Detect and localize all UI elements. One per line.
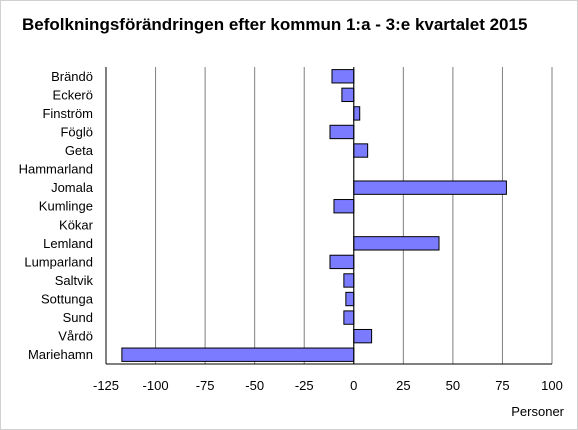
category-labels: Brändö Eckerö Finström Föglö Geta Hammarland J…	[19, 69, 94, 362]
gridlines	[155, 67, 553, 364]
chart-title: Befolkningsförändringen efter kommun 1:a…	[22, 15, 528, 34]
bar-föglö	[329, 124, 355, 140]
bars	[121, 69, 507, 362]
category-label: Lemland	[43, 236, 93, 251]
bar-jomala	[353, 180, 507, 195]
category-label: Mariehamn	[28, 347, 93, 362]
x-tick-label: -25	[295, 378, 314, 393]
x-tick-label: -75	[196, 378, 215, 393]
x-tick-label: 75	[495, 378, 509, 393]
bar-mariehamn	[121, 347, 355, 362]
tick-labels: -125 -100 -75 -50 -25 0 25 50 75 100	[93, 378, 563, 393]
x-tick-label: 0	[350, 378, 357, 393]
category-label: Vårdö	[58, 329, 93, 344]
bar-lemland	[353, 236, 440, 251]
category-label: Saltvik	[55, 273, 94, 288]
category-label: Sund	[63, 310, 93, 325]
category-label: Jomala	[51, 180, 94, 195]
category-label: Föglö	[60, 124, 93, 139]
bar-eckerö	[341, 87, 355, 103]
category-label: Kökar	[59, 217, 94, 232]
category-label: Finström	[42, 106, 93, 121]
bar-brändö	[331, 69, 355, 84]
x-tick-label: -50	[245, 378, 264, 393]
category-label: Brändö	[51, 69, 93, 84]
x-tick-label: 25	[396, 378, 410, 393]
bar-saltvik	[343, 273, 355, 288]
x-tick-label: 100	[541, 378, 563, 393]
x-tick-label: 50	[446, 378, 460, 393]
category-label: Kumlinge	[39, 199, 93, 214]
category-label: Sottunga	[41, 292, 94, 307]
bar-finström	[353, 106, 361, 121]
axes	[105, 67, 552, 365]
x-tick-label: -125	[93, 378, 119, 393]
x-tick-label: -100	[143, 378, 169, 393]
bar-geta	[353, 143, 369, 158]
bar-kumlinge	[333, 199, 355, 214]
category-label: Eckerö	[53, 87, 93, 102]
bar-sottunga	[345, 291, 355, 307]
bar-sund	[343, 310, 355, 325]
category-label: Lumparland	[24, 254, 93, 269]
x-axis-label: Personer	[511, 404, 564, 419]
bar-vårdö	[353, 328, 373, 344]
category-label: Hammarland	[19, 162, 93, 177]
category-label: Geta	[65, 143, 94, 158]
bar-lumparland	[329, 254, 355, 270]
